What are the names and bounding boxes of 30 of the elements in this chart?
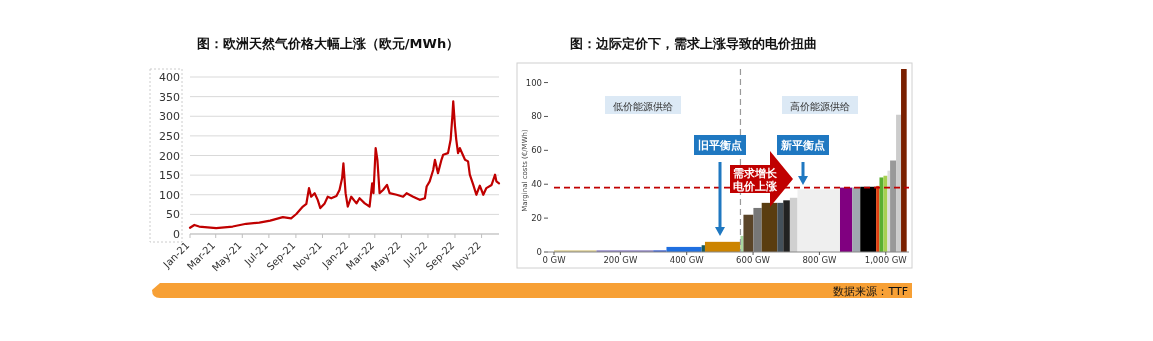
annotation: 低价能源供给 (613, 101, 673, 112)
x-tick-label: 400 GW (669, 255, 705, 265)
y-tick-label: 300 (159, 110, 180, 124)
chart-title: 图：边际定价下，需求上涨导致的电价扭曲 (569, 36, 817, 51)
x-tick-label: 1,000 GW (864, 255, 908, 265)
chart-title: 图：欧洲天然气价格大幅上涨（欧元/MWh） (196, 36, 460, 51)
y-tick-label: 100 (159, 188, 180, 202)
annotation: 高价能源供给 (790, 101, 850, 112)
annotation: 电价上涨 (733, 180, 778, 192)
y-tick-label: 400 (159, 71, 180, 84)
annotation: 旧平衡点 (698, 139, 742, 152)
y-tick-label: 50 (166, 208, 180, 222)
y-tick-label: 0 (536, 247, 542, 257)
annotation: 新平衡点 (780, 139, 825, 152)
source-note: 数据来源：TTF (833, 285, 908, 298)
y-tick-label: 80 (531, 111, 542, 122)
y-tick-label: 350 (159, 90, 180, 104)
y-tick-label: 200 (159, 149, 180, 163)
y-tick-label: 20 (531, 213, 542, 224)
y-tick-label: 250 (159, 129, 180, 143)
y-tick-label: 60 (531, 145, 542, 156)
y-tick-label: 0 (173, 228, 180, 241)
y-tick-label: 40 (531, 179, 542, 190)
x-tick-label: 800 GW (802, 255, 837, 265)
y-tick-label: 100 (525, 77, 542, 88)
x-tick-label: 200 GW (603, 255, 638, 265)
x-tick-label: 0 GW (542, 255, 567, 265)
x-tick-label: 600 GW (736, 255, 771, 265)
annotation: 需求增长 (733, 167, 778, 179)
y-tick-label: 150 (159, 169, 180, 183)
